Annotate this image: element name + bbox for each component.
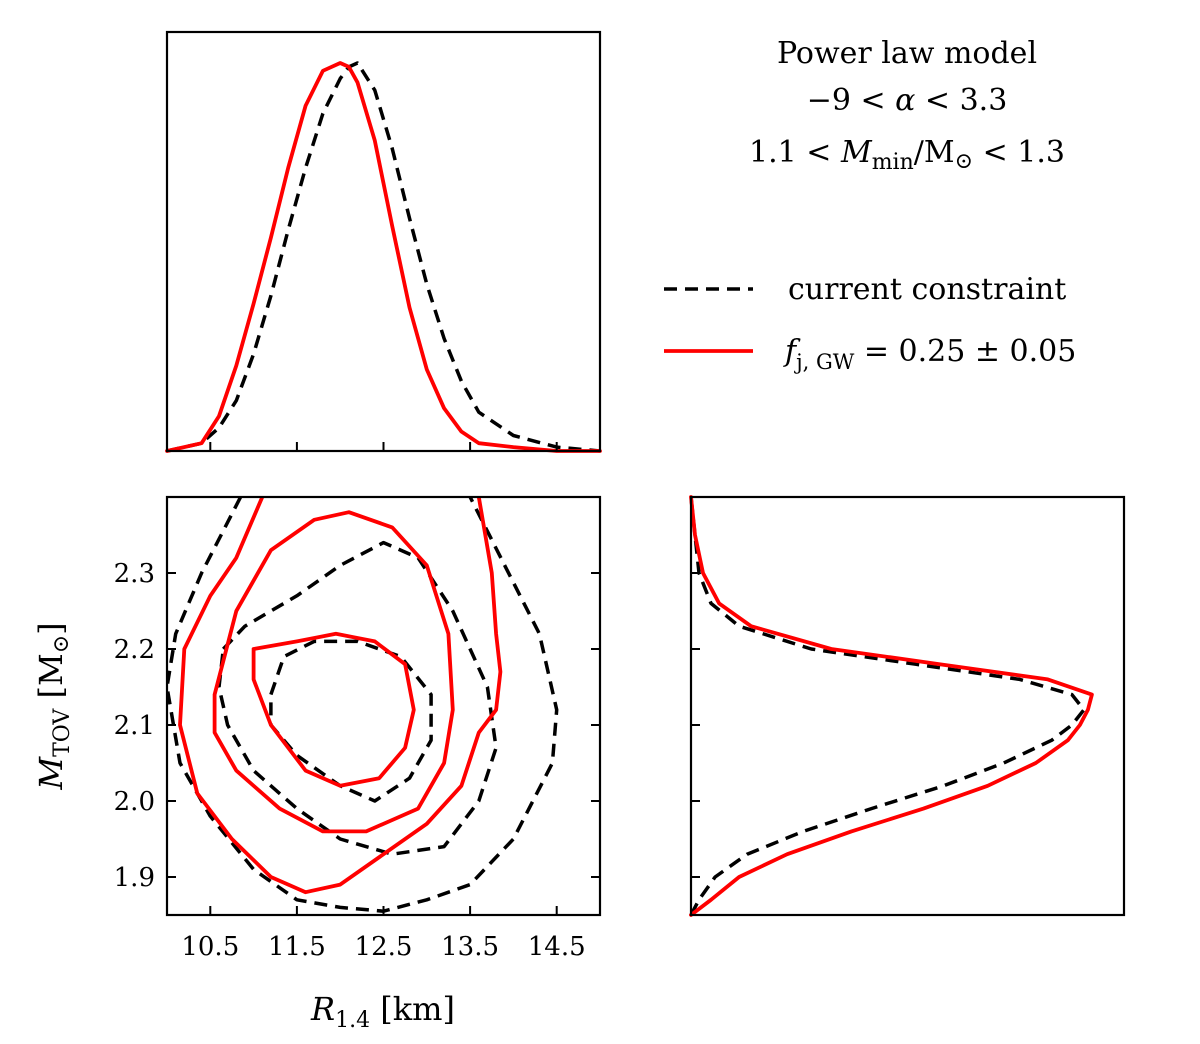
mtov-marginal-panel [689, 495, 1126, 917]
mtov-marginal-frame [689, 495, 1126, 917]
y-axis-label: MTOV [M⊙] [32, 622, 75, 790]
joint-contour-panel: 10.5 11.5 12.5 13.5 14.5 1.9 2.0 2.1 2.2 2.3 [114, 495, 602, 962]
x-tick-label: 13.5 [441, 932, 499, 962]
r14-marginal-ticks [209, 442, 558, 451]
r14-marginal-frame [165, 30, 602, 453]
x-tick-label: 12.5 [355, 932, 413, 962]
legend: current constraint fj, GW = 0.25 ± 0.05 [664, 272, 1076, 374]
annotation-line-1: Power law model [777, 36, 1037, 71]
joint-ticks: 10.5 11.5 12.5 13.5 14.5 1.9 2.0 2.1 2.2 2.3 [114, 559, 600, 962]
y-tick-label: 2.3 [114, 559, 155, 589]
x-axis-label: R1.4 [km] [310, 990, 455, 1033]
annotation-line-3: 1.1 < Mmin/M⊙ < 1.3 [749, 135, 1065, 175]
x-tick-label: 14.5 [528, 932, 586, 962]
joint-frame [165, 495, 602, 917]
x-tick-label: 11.5 [268, 932, 326, 962]
contour-f-j-gw-0-25-0-05-middle [212, 510, 455, 834]
contour-current-constraint-middle [217, 540, 498, 856]
model-annotation: Power law model −9 < α < 3.3 1.1 < Mmin/… [749, 36, 1065, 175]
contour-f-j-gw-0-25-0-05-inner [251, 631, 416, 788]
legend-label-fj: fj, GW = 0.25 ± 0.05 [783, 334, 1076, 374]
r14-marginal-current-constraint [166, 61, 601, 453]
mtov-marginal-ticks [691, 572, 700, 878]
r14-marginal-panel [165, 30, 602, 453]
r14-marginal-curves [165, 61, 602, 453]
x-tick-label: 10.5 [181, 932, 239, 962]
mtov-marginal-current-constraint [689, 496, 1086, 916]
y-tick-label: 1.9 [114, 863, 155, 893]
y-tick-label: 2.1 [114, 711, 155, 741]
mtov-marginal-curves [689, 495, 1094, 917]
r14-marginal-f-j-gw-0-25-0-05 [165, 61, 602, 453]
mtov-marginal-f-j-gw-0-25-0-05 [689, 495, 1094, 917]
contour-curves [167, 497, 559, 913]
contour-f-j-gw-0-25-0-05-outer [178, 497, 503, 895]
contour-current-constraint-inner [269, 639, 433, 803]
contour-current-constraint-outer [167, 497, 559, 913]
y-tick-label: 2.0 [114, 787, 155, 817]
y-tick-label: 2.2 [114, 635, 155, 665]
legend-label-current: current constraint [788, 272, 1066, 307]
annotation-line-2: −9 < α < 3.3 [807, 83, 1008, 118]
